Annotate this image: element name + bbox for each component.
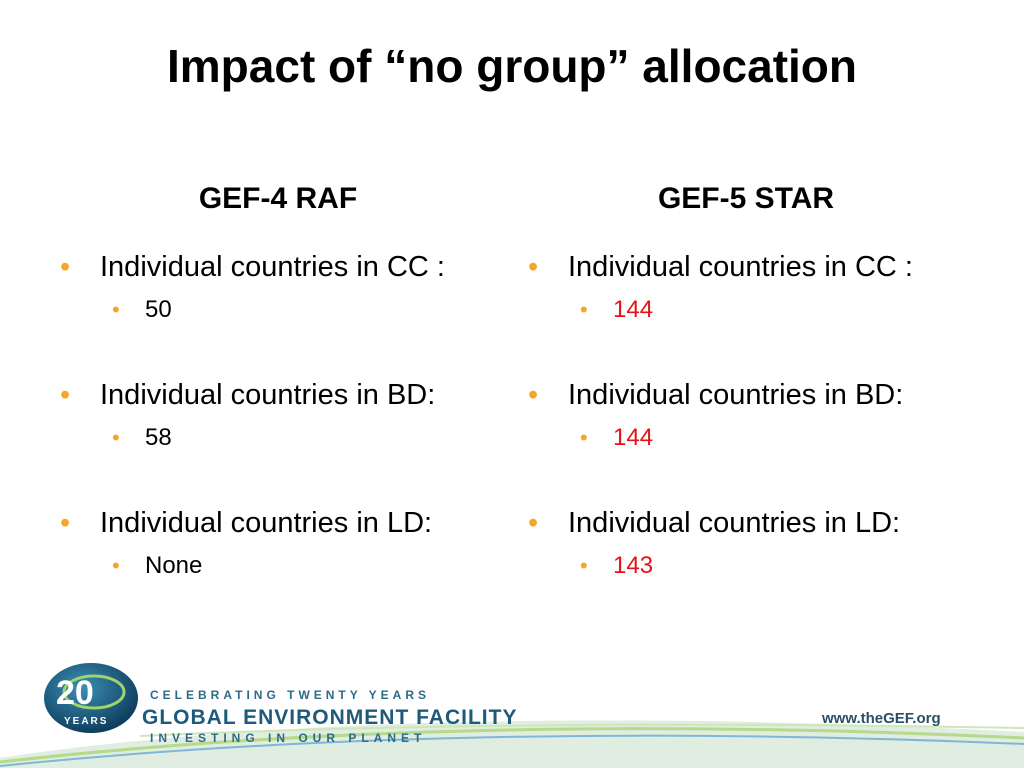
column-gef5: • Individual countries in CC : • 144 • I…: [528, 248, 978, 632]
bullet-value: 50: [145, 296, 172, 323]
column-heading-gef4: GEF-4 RAF: [198, 182, 358, 215]
logo-number: 20: [56, 674, 94, 712]
footer-swoosh-icon: [0, 720, 1024, 768]
bullet-label: Individual countries in LD:: [568, 507, 901, 539]
bullet-icon: •: [60, 379, 71, 411]
gef-20-years-logo-icon: 20 YEARS: [44, 663, 138, 733]
bullet-icon: •: [580, 297, 588, 322]
list-item: • Individual countries in BD: • 58: [60, 376, 510, 504]
bullet-value: 58: [145, 424, 172, 451]
bullet-icon: •: [112, 425, 120, 450]
bullet-value: None: [145, 552, 203, 579]
logo-years: YEARS: [64, 716, 108, 727]
slide-title: Impact of “no group” allocation: [167, 40, 857, 92]
website-link[interactable]: www.theGEF.org: [822, 710, 941, 727]
tagline-top: CELEBRATING TWENTY YEARS: [150, 688, 431, 702]
list-item: • Individual countries in LD: • 143: [528, 504, 978, 632]
list-item: • Individual countries in CC : • 50: [60, 248, 510, 376]
list-item: • Individual countries in LD: • None: [60, 504, 510, 632]
bullet-icon: •: [528, 251, 539, 283]
list-item: • Individual countries in CC : • 144: [528, 248, 978, 376]
bullet-value-highlight: 144: [613, 296, 654, 323]
bullet-value-highlight: 143: [613, 552, 654, 579]
org-name: GLOBAL ENVIRONMENT FACILITY: [142, 706, 518, 729]
bullet-icon: •: [580, 553, 588, 578]
bullet-label: Individual countries in BD:: [568, 379, 904, 411]
bullet-label: Individual countries in CC :: [100, 251, 445, 283]
bullet-value-highlight: 144: [613, 424, 654, 451]
column-gef4: • Individual countries in CC : • 50 • In…: [60, 248, 510, 632]
bullet-label: Individual countries in BD:: [100, 379, 436, 411]
bullet-icon: •: [528, 507, 539, 539]
bullet-label: Individual countries in LD:: [100, 507, 433, 539]
tagline-bottom: INVESTING IN OUR PLANET: [150, 731, 427, 745]
bullet-icon: •: [112, 553, 120, 578]
footer: [0, 640, 1024, 768]
bullet-label: Individual countries in CC :: [568, 251, 913, 283]
column-heading-gef5: GEF-5 STAR: [657, 182, 835, 215]
bullet-icon: •: [112, 297, 120, 322]
bullet-icon: •: [580, 425, 588, 450]
bullet-icon: •: [528, 379, 539, 411]
list-item: • Individual countries in BD: • 144: [528, 376, 978, 504]
bullet-icon: •: [60, 251, 71, 283]
bullet-icon: •: [60, 507, 71, 539]
